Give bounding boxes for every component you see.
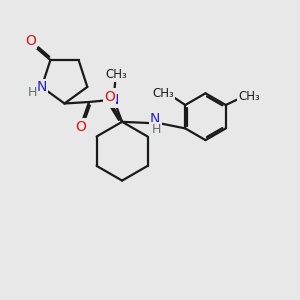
Text: O: O bbox=[104, 90, 115, 104]
Text: N: N bbox=[150, 112, 160, 126]
Text: N: N bbox=[109, 93, 119, 106]
Text: H: H bbox=[151, 123, 161, 136]
Text: O: O bbox=[25, 34, 36, 48]
Text: CH₃: CH₃ bbox=[238, 90, 260, 103]
Text: O: O bbox=[76, 120, 86, 134]
Text: N: N bbox=[37, 80, 47, 94]
Text: CH₃: CH₃ bbox=[153, 86, 175, 100]
Text: H: H bbox=[28, 86, 38, 99]
Text: CH₃: CH₃ bbox=[105, 68, 127, 81]
